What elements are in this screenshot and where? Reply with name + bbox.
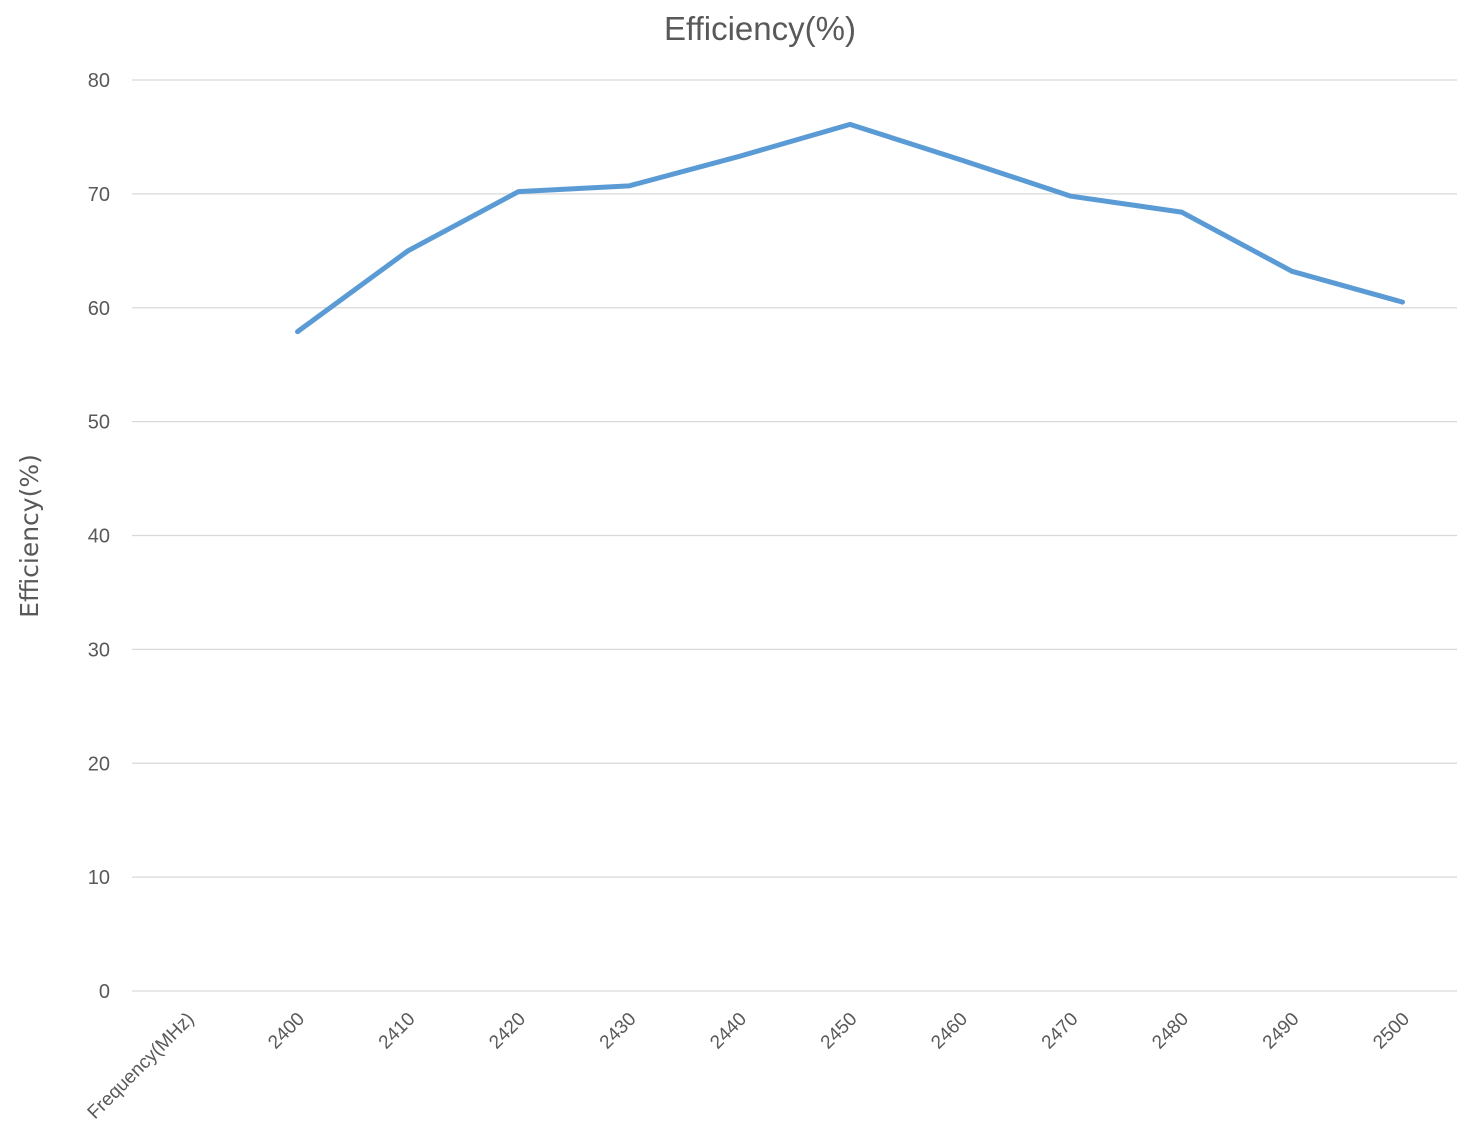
series-layer [295, 121, 1405, 335]
y-tick-label: 50 [88, 412, 110, 434]
x-tick-label: Frequency(MHz) [84, 1009, 199, 1124]
y-tick-label: 20 [88, 753, 110, 775]
x-tick-label: 2430 [596, 1009, 641, 1054]
x-tick-label: 2490 [1259, 1009, 1304, 1054]
y-tick-label: 70 [88, 184, 110, 206]
series-line-0 [295, 121, 1405, 335]
y-axis-label: Efficiency(%) [15, 454, 44, 618]
y-tick-label: 60 [88, 298, 110, 320]
x-tick-label: 2460 [927, 1009, 972, 1054]
x-tick-label: 2410 [375, 1009, 420, 1054]
x-tick-label: 2470 [1038, 1009, 1083, 1054]
y-tick-label: 10 [88, 867, 110, 889]
x-tick-label: 2450 [817, 1009, 862, 1054]
x-tick-label: 2440 [706, 1009, 751, 1054]
x-axis-ticks: Frequency(MHz) 2400 2410 2420 2430 2440 2450 24… [84, 1009, 1414, 1124]
x-tick-label: 2420 [485, 1009, 530, 1054]
y-tick-label: 0 [99, 981, 110, 1003]
x-tick-label: 2480 [1148, 1009, 1193, 1054]
y-tick-label: 30 [88, 639, 110, 661]
gridlines [132, 79, 1457, 992]
y-tick-label: 80 [88, 70, 110, 92]
y-axis-ticks: 0 10 20 30 40 50 60 70 80 [88, 70, 110, 1003]
chart-title: Efficiency(%) [664, 10, 856, 47]
x-tick-label: 2400 [264, 1009, 309, 1054]
y-tick-label: 40 [88, 526, 110, 548]
x-tick-label: 2500 [1369, 1009, 1414, 1054]
